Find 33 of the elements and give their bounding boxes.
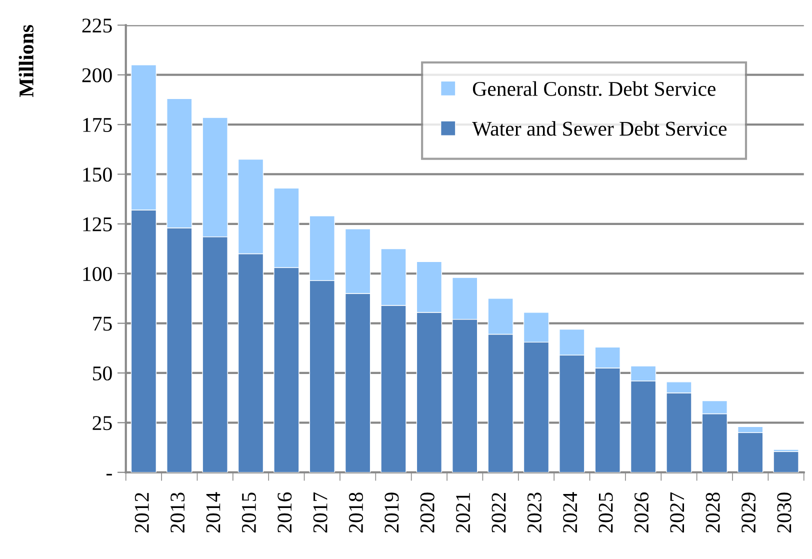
x-tick-label: 2017 bbox=[313, 492, 328, 533]
x-tick-label: 2022 bbox=[492, 492, 506, 533]
x-tick-label: 2026 bbox=[634, 492, 649, 533]
y-tick-label: 200 bbox=[82, 68, 112, 82]
x-tick-label: 2014 bbox=[206, 492, 220, 533]
x-tick-label: 2023 bbox=[527, 492, 542, 533]
x-tick-label: 2021 bbox=[456, 493, 470, 533]
y-tick-label: 100 bbox=[83, 266, 112, 282]
x-tick-label: 2024 bbox=[563, 492, 578, 533]
y-tick-label: 225 bbox=[82, 18, 112, 33]
x-tick-label: 2028 bbox=[706, 492, 720, 533]
x-tick-label: 2012 bbox=[134, 492, 149, 533]
legend-label: Water and Sewer Debt Service bbox=[472, 121, 727, 136]
y-tick-label: 175 bbox=[83, 118, 112, 132]
y-tick-label: 125 bbox=[83, 217, 112, 232]
y-tick-label: - bbox=[106, 474, 112, 476]
x-tick-label: 2013 bbox=[170, 492, 185, 533]
y-tick-label: 150 bbox=[83, 168, 112, 182]
y-tick-label: 50 bbox=[93, 366, 112, 380]
y-axis-title: Millions bbox=[18, 24, 34, 98]
x-tick-label: 2016 bbox=[278, 492, 292, 533]
bar bbox=[773, 451, 799, 472]
x-tick-label: 2029 bbox=[742, 492, 756, 533]
y-tick-label: 75 bbox=[93, 316, 112, 331]
x-tick-label: 2025 bbox=[598, 492, 613, 533]
x-tick-label: 2020 bbox=[420, 492, 434, 533]
legend-label: General Constr. Debt Service bbox=[472, 81, 716, 96]
x-tick-label: 2019 bbox=[384, 492, 399, 533]
x-tick-label: 2015 bbox=[242, 492, 256, 533]
x-tick-label: 2018 bbox=[348, 492, 364, 533]
x-tick-label: 2030 bbox=[777, 492, 792, 533]
x-tick-label: 2027 bbox=[670, 492, 684, 533]
y-tick-label: 25 bbox=[92, 416, 112, 430]
